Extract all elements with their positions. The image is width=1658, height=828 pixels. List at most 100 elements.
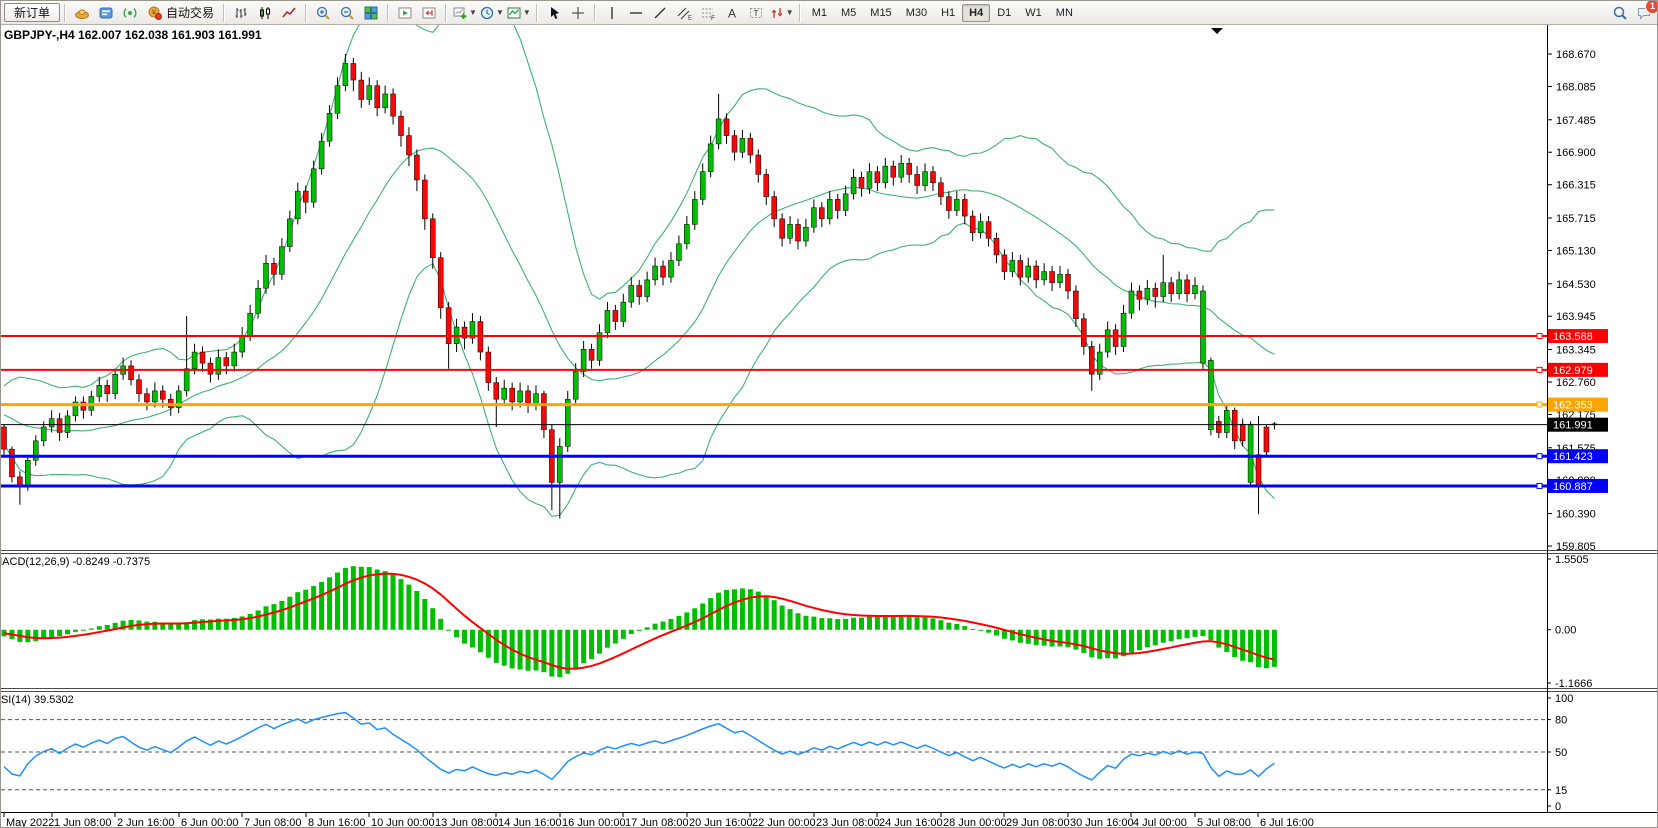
timeframe-h1-button[interactable]: H1	[941, 6, 956, 19]
toolbar-separator	[593, 3, 596, 22]
timeframe-d1-button[interactable]: D1	[997, 6, 1012, 19]
trendline-button[interactable]	[648, 2, 672, 24]
tile-windows-button[interactable]	[359, 2, 383, 24]
svg-text:168.085: 168.085	[1556, 81, 1596, 93]
macd-panel[interactable]	[1, 566, 1277, 678]
indicators-button[interactable]: ▼	[451, 2, 478, 24]
auto-scroll-button[interactable]	[393, 2, 417, 24]
price-tag-label: 162.979	[1553, 365, 1593, 377]
new-order-button[interactable]: 新订单	[4, 3, 61, 22]
toolbar-separator	[387, 3, 390, 22]
search-button[interactable]	[1608, 2, 1632, 24]
chart-shift-marker[interactable]	[1211, 28, 1223, 34]
rsi-panel[interactable]	[1, 711, 1547, 791]
line-handle[interactable]	[1536, 333, 1543, 340]
toolbar: 新订单 ¥ 自动交易 ▼ ▼ ▼ E F A T ▼ M1 M5 M15 M30 H1 H4 D1 W1 MN 1	[1, 1, 1657, 25]
terminal-button[interactable]	[94, 2, 118, 24]
svg-text:E: E	[688, 15, 692, 21]
price-tag	[1548, 397, 1608, 412]
label-button[interactable]: T	[744, 2, 768, 24]
timeframe-m15-button[interactable]: M15	[870, 6, 892, 19]
main-price-panel[interactable]	[1, 1, 1278, 519]
periods-button[interactable]: ▼	[478, 2, 505, 24]
timeframe-w1-button[interactable]: W1	[1025, 6, 1042, 19]
svg-text:1.5505: 1.5505	[1555, 554, 1589, 566]
time-axis-label: 23 Jun 08:00	[816, 817, 880, 828]
timeframe-m30-button[interactable]: M30	[905, 6, 928, 19]
time-axis-label: 29 Jun 08:00	[1006, 817, 1070, 828]
gold-ingot-icon	[75, 9, 90, 19]
chart-shift-button[interactable]	[417, 2, 441, 24]
vertical-line-button[interactable]	[600, 2, 624, 24]
line-handle[interactable]	[1536, 453, 1543, 460]
svg-text:159.805: 159.805	[1556, 541, 1596, 553]
gold-ingot-button[interactable]	[70, 2, 94, 24]
toolbar-separator	[64, 3, 67, 22]
timeframe-mn-button[interactable]: MN	[1055, 6, 1073, 19]
rsi-indicator-label: RSI(14) 39.5302	[0, 694, 74, 706]
price-axis[interactable]: 168.670 168.085 167.485 166.900 166.315 165.7…	[1547, 49, 1608, 813]
svg-text:T: T	[753, 9, 758, 18]
line-handle[interactable]	[1536, 482, 1543, 489]
time-axis[interactable]: May 2022 1 Jun 08:00 2 Jun 16:00 6 Jun 00:0…	[3, 812, 1314, 828]
toolbar-separator	[798, 3, 801, 22]
svg-text:163.945: 163.945	[1556, 311, 1596, 323]
line-chart-button[interactable]	[277, 2, 301, 24]
signal-button[interactable]	[118, 2, 142, 24]
svg-text:15: 15	[1555, 785, 1567, 797]
rsi-line	[3, 711, 1275, 781]
timeframe-m1-button[interactable]: M1	[811, 6, 827, 19]
time-axis-label: 16 Jun 00:00	[562, 817, 626, 828]
signal-icon	[123, 7, 137, 18]
chart-shift-icon	[422, 7, 436, 18]
time-axis-label: 2 Jun 16:00	[117, 817, 175, 828]
indicators-icon	[453, 7, 467, 19]
price-tag	[1548, 449, 1608, 464]
bar-chart-button[interactable]	[229, 2, 253, 24]
time-axis-label: 4 Jul 00:00	[1133, 817, 1187, 828]
arrows-button[interactable]: ▼	[768, 2, 795, 24]
zoom-out-button[interactable]	[335, 2, 359, 24]
candlesticks	[1, 54, 1278, 519]
price-tag	[1548, 478, 1608, 493]
time-axis-label: 30 Jun 16:00	[1070, 817, 1134, 828]
templates-button[interactable]: ▼	[505, 2, 532, 24]
timeframe-m5-button[interactable]: M5	[841, 6, 857, 19]
chevron-down-icon: ▼	[495, 8, 504, 17]
chevron-down-icon: ▼	[785, 8, 794, 17]
time-axis-label: 6 Jul 16:00	[1260, 817, 1314, 828]
text-button[interactable]: A	[720, 2, 744, 24]
autotrade-button[interactable]: ¥ 自动交易	[142, 2, 219, 24]
line-handle[interactable]	[1536, 401, 1543, 408]
autotrade-icon: ¥	[148, 6, 163, 20]
candlestick-icon	[260, 6, 271, 19]
arrows-icon	[771, 7, 783, 18]
toolbar-separator	[445, 3, 448, 22]
svg-text:160.390: 160.390	[1556, 509, 1596, 521]
zoom-in-icon	[316, 6, 330, 20]
cursor-button[interactable]	[542, 2, 566, 24]
candlestick-button[interactable]	[253, 2, 277, 24]
periods-icon	[480, 6, 494, 19]
zoom-in-button[interactable]	[311, 2, 335, 24]
price-tag	[1548, 362, 1608, 377]
text-icon: A	[728, 6, 736, 20]
bollinger-lower-band	[3, 222, 1275, 517]
macd-signal-line	[3, 572, 1275, 670]
toolbar-separator	[223, 3, 226, 22]
channel-button[interactable]: E	[672, 2, 696, 24]
chat-button[interactable]: 1	[1632, 1, 1657, 24]
bar-chart-icon	[235, 7, 247, 18]
fibonacci-button[interactable]: F	[696, 2, 720, 24]
bollinger-middle-band	[3, 147, 1275, 432]
svg-text:163.345: 163.345	[1556, 345, 1596, 357]
svg-text:0.00: 0.00	[1555, 625, 1576, 637]
notification-badge: 1	[1645, 1, 1657, 14]
horizontal-line-button[interactable]	[624, 2, 648, 24]
line-handle[interactable]	[1536, 366, 1543, 373]
time-axis-label: 6 Jun 00:00	[181, 817, 239, 828]
timeframe-h4-button[interactable]: H4	[962, 3, 991, 22]
crosshair-button[interactable]	[566, 2, 590, 24]
time-axis-label: 8 Jun 16:00	[308, 817, 366, 828]
